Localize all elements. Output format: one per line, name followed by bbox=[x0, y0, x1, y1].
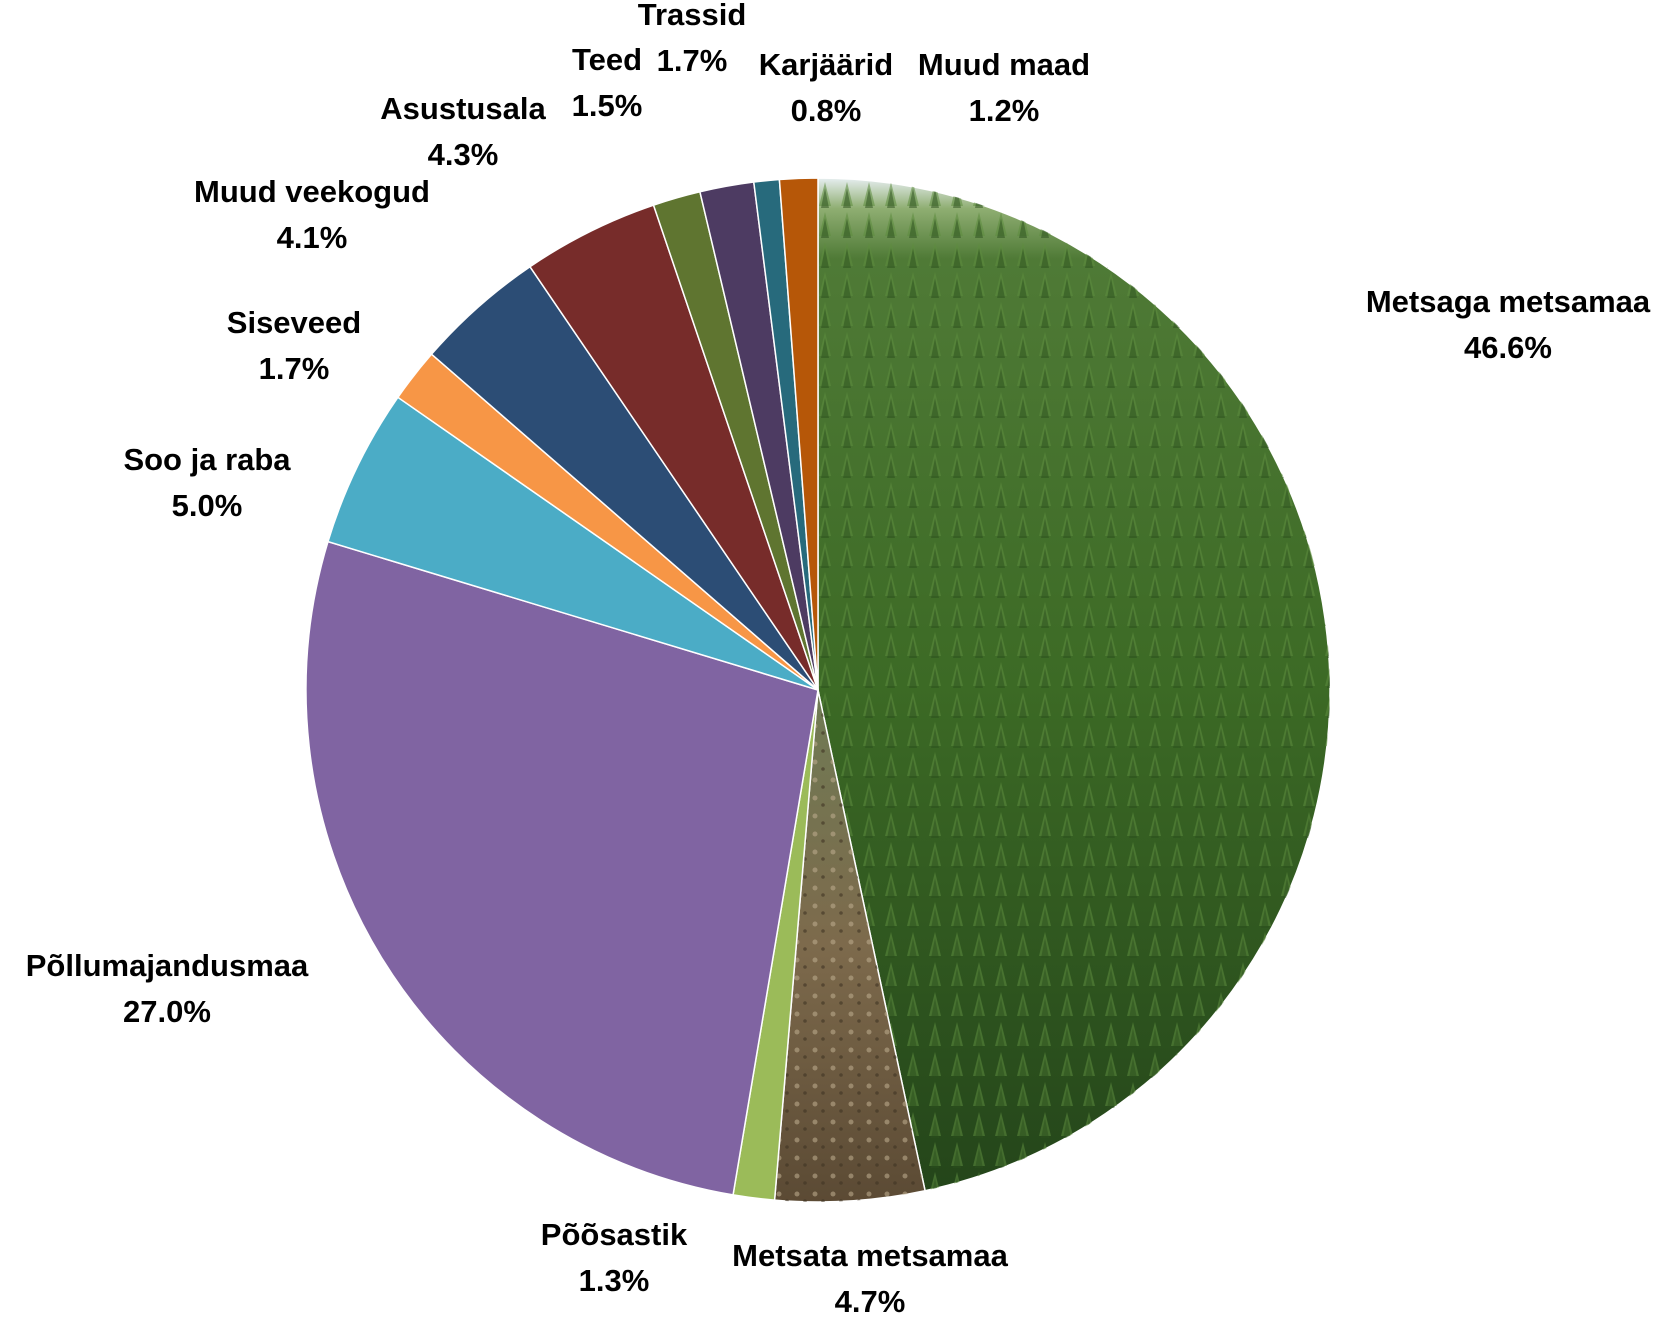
slice-value-pollumajandusmaa: 27.0% bbox=[123, 994, 211, 1029]
slice-value-metsata-metsamaa: 4.7% bbox=[835, 1284, 906, 1319]
slice-label-teed: Teed bbox=[572, 42, 642, 77]
slice-value-trassid: 1.7% bbox=[657, 43, 728, 78]
pie-slice-texture-metsaga-metsamaa bbox=[818, 178, 1331, 1191]
slice-label-metsata-metsamaa: Metsata metsamaa bbox=[732, 1238, 1008, 1273]
slice-value-karjaarid: 0.8% bbox=[791, 93, 862, 128]
pie-slice-muud-maad bbox=[778, 177, 819, 691]
slice-value-soo-ja-raba: 5.0% bbox=[172, 488, 243, 523]
slice-value-poosastik: 1.3% bbox=[579, 1263, 650, 1298]
slice-label-muud-maad: Muud maad bbox=[918, 47, 1090, 82]
slice-label-karjaarid: Karjäärid bbox=[759, 47, 893, 82]
pie-slices bbox=[305, 177, 1331, 1203]
slice-label-muud-veekogud: Muud veekogud bbox=[194, 174, 430, 209]
slice-label-poosastik: Põõsastik bbox=[541, 1217, 688, 1252]
slice-value-muud-veekogud: 4.1% bbox=[277, 220, 348, 255]
slice-value-asustusala: 4.3% bbox=[428, 137, 499, 172]
slice-label-pollumajandusmaa: Põllumajandusmaa bbox=[26, 948, 309, 983]
pie-slice-pollumajandusmaa bbox=[305, 540, 819, 1196]
pie-slice-texture-metsata-metsamaa bbox=[774, 690, 926, 1203]
slice-label-asustusala: Asustusala bbox=[380, 91, 546, 126]
slice-value-metsaga-metsamaa: 46.6% bbox=[1464, 330, 1552, 365]
slice-label-trassid: Trassid bbox=[638, 0, 747, 32]
slice-label-metsaga-metsamaa: Metsaga metsamaa bbox=[1366, 284, 1651, 319]
slice-value-muud-maad: 1.2% bbox=[969, 93, 1040, 128]
slice-label-soo-ja-raba: Soo ja raba bbox=[123, 442, 291, 477]
pie-labels: Metsaga metsamaa 46.6% Metsata metsamaa 4.7… bbox=[26, 0, 1651, 1319]
slice-value-teed: 1.5% bbox=[572, 88, 643, 123]
slice-label-siseveed: Siseveed bbox=[227, 305, 361, 340]
pie-slice-soo-ja-raba bbox=[327, 396, 819, 691]
slice-value-siseveed: 1.7% bbox=[259, 351, 330, 386]
